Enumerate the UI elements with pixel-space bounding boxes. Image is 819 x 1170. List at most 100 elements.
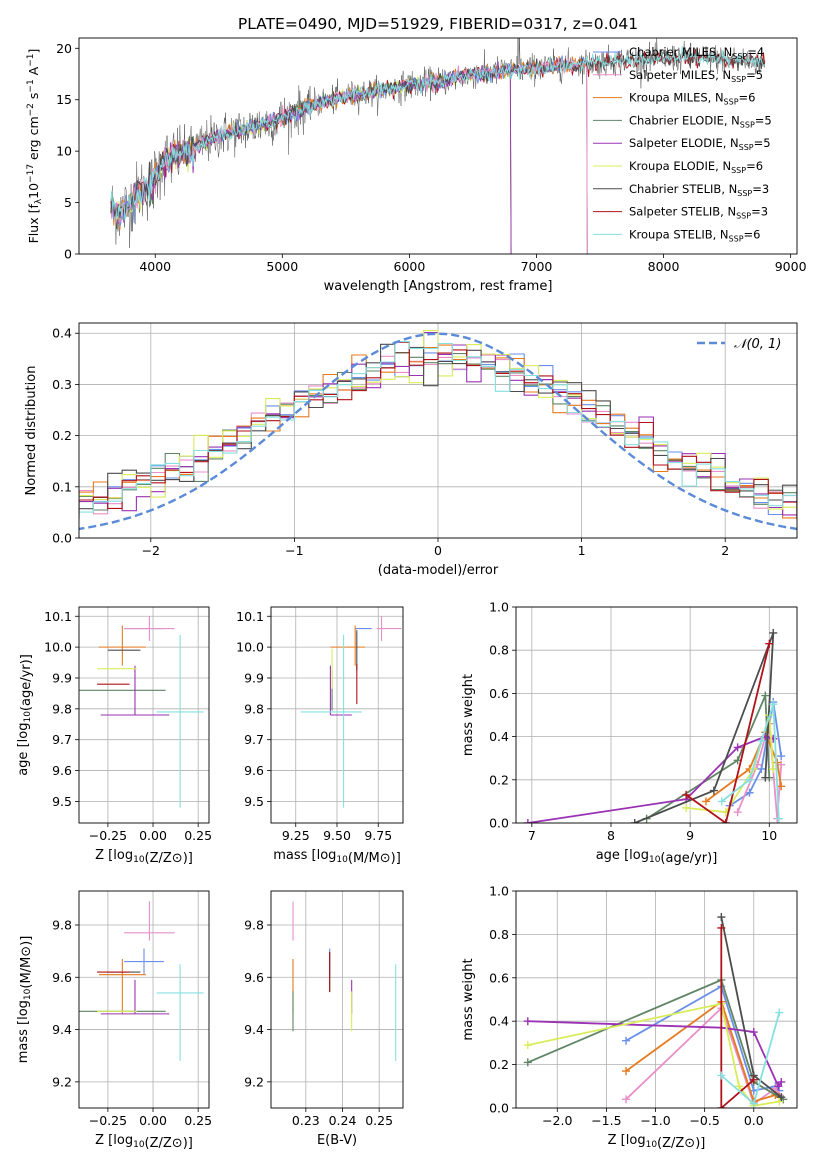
weight-marker	[721, 819, 730, 823]
label-part: log	[16, 1000, 31, 1020]
y-tick-label: 10.1	[236, 609, 264, 624]
label-subscript: 10	[23, 988, 33, 1000]
label-part: (Z/Z⊙)]	[657, 1136, 705, 1151]
label-part: −1	[26, 54, 36, 67]
axes-frame	[78, 890, 210, 1109]
y-tick-label: 9.4	[52, 1022, 72, 1037]
x-tick-label: 0.00	[139, 1113, 167, 1128]
weight-marker	[749, 1099, 758, 1108]
y-tick-label: 9.8	[52, 701, 72, 716]
label-part: (Z/Z⊙)]	[145, 1136, 193, 1151]
plot-area	[523, 628, 786, 823]
weight-marker	[733, 743, 742, 752]
y-tick-label: 9.7	[244, 732, 264, 747]
weight-line	[527, 978, 784, 1101]
x-tick-label: 7	[528, 828, 536, 843]
legend-text: Kroupa ELODIE, N	[629, 159, 731, 173]
label-part: log	[16, 723, 31, 743]
x-tick-label: 9	[686, 828, 694, 843]
y-tick-label: 0.2	[489, 1057, 509, 1072]
weight-line	[527, 1020, 783, 1089]
axes: 9.25 9.50 9.75 9.5 9.6 9.7 9.8 9.9 10.0 10.1	[236, 606, 404, 843]
y-tick-label: 0.1	[52, 479, 72, 494]
plot-area	[110, 38, 766, 254]
weight-marker	[622, 1036, 631, 1045]
x-tick-label: 4000	[139, 259, 171, 274]
x-tick-label: 8	[607, 828, 615, 843]
label-subscript: 10	[646, 1140, 658, 1150]
x-tick-label: 10	[761, 828, 777, 843]
x-tick-label: 0.23	[292, 1113, 320, 1128]
weight-marker	[749, 1028, 758, 1037]
y-tick-label: 9.6	[52, 763, 72, 778]
label-part: (data-model)/error	[378, 563, 499, 578]
weight-marker	[717, 1071, 726, 1080]
label-part: erg cm	[26, 116, 41, 164]
y-axis-label: mass [log10(M/M⊙)]	[16, 936, 34, 1064]
y-tick-label: 9.5	[244, 794, 264, 809]
y-tick-label: 0.4	[489, 1014, 509, 1029]
plot-area	[292, 901, 397, 1061]
y-tick-label: 9.8	[244, 701, 264, 716]
model-spectrum	[110, 46, 765, 220]
plot-area	[300, 616, 402, 808]
y-tick-label: 10	[56, 144, 72, 159]
residual-histogram	[79, 340, 797, 513]
x-tick-label: 2	[721, 543, 729, 558]
label-part: Flux [f	[26, 204, 41, 244]
grid-lines	[516, 606, 797, 824]
label-part: mass weight	[461, 958, 476, 1040]
weight-marker	[523, 1058, 532, 1067]
axes: 0.23 0.24 0.25 9.2 9.4 9.6 9.8	[244, 890, 404, 1128]
legend-subscript: SSP	[740, 120, 755, 129]
panel-weight-vs-z: −2.0 −1.5 −1.0 −0.5 0.0 0.0 0.2 0.4 0.6 0.8 1.0 Z […	[461, 884, 798, 1151]
x-axis-label: Z [log10(Z/Z⊙)]	[95, 848, 193, 866]
legend-text: =3	[752, 182, 769, 196]
y-tick-label: 9.2	[244, 1074, 264, 1089]
label-part: Normed distribution	[24, 366, 39, 496]
weight-marker	[761, 691, 770, 700]
x-axis-label: age [log10(age/yr)]	[596, 848, 718, 866]
y-tick-label: 9.9	[244, 670, 264, 685]
y-tick-label: 9.6	[244, 970, 264, 985]
legend-text: =5	[746, 68, 763, 82]
legend-subscript: SSP	[729, 234, 744, 243]
label-part: age [	[16, 742, 31, 775]
y-tick-label: 15	[56, 92, 72, 107]
y-tick-label: 0.0	[52, 531, 72, 546]
weight-marker	[769, 628, 778, 637]
label-part: log	[626, 1133, 646, 1148]
weight-marker	[717, 797, 726, 806]
legend: 𝒩(0, 1)	[697, 337, 781, 352]
weight-marker	[777, 1093, 786, 1102]
legend-label: Chabrier MILES, NSSP=4	[629, 45, 764, 61]
y-tick-label: 9.2	[52, 1074, 72, 1089]
weight-marker	[622, 1095, 631, 1104]
legend-label: Kroupa STELIB, NSSP=6	[629, 227, 760, 243]
label-part: mass [	[273, 848, 316, 863]
weight-line	[634, 632, 775, 823]
label-part: Z [	[608, 1133, 626, 1148]
x-tick-label: 9.50	[323, 828, 351, 843]
y-tick-label: 0.4	[52, 326, 72, 341]
plot-area	[79, 616, 204, 808]
weight-marker	[682, 790, 691, 799]
legend-text: =3	[751, 205, 768, 219]
grid-lines	[79, 891, 209, 1108]
legend-text: =6	[739, 91, 756, 105]
axes: −2 −1 0 1 2 0.0 0.1 0.2 0.3 0.4	[52, 322, 798, 558]
x-tick-label: 0.24	[329, 1113, 357, 1128]
panel-age-vs-z: −0.25 0.00 0.259.59.69.79.89.910.010.1Z [l…	[16, 606, 212, 866]
label-part: ]	[26, 49, 41, 54]
x-tick-label: 0.00	[139, 828, 167, 843]
y-axis-label: mass weight	[461, 958, 476, 1040]
legend-subscript: SSP	[739, 143, 754, 152]
legend-text: Chabrier ELODIE, N	[629, 113, 740, 127]
label-part: A	[26, 66, 41, 79]
x-tick-label: 8000	[648, 259, 680, 274]
legend-label: Salpeter MILES, NSSP=5	[629, 68, 763, 84]
weight-marker	[775, 1097, 784, 1106]
legend-text: Kroupa MILES, N	[629, 91, 724, 105]
x-axis-label: (data-model)/error	[378, 563, 499, 578]
